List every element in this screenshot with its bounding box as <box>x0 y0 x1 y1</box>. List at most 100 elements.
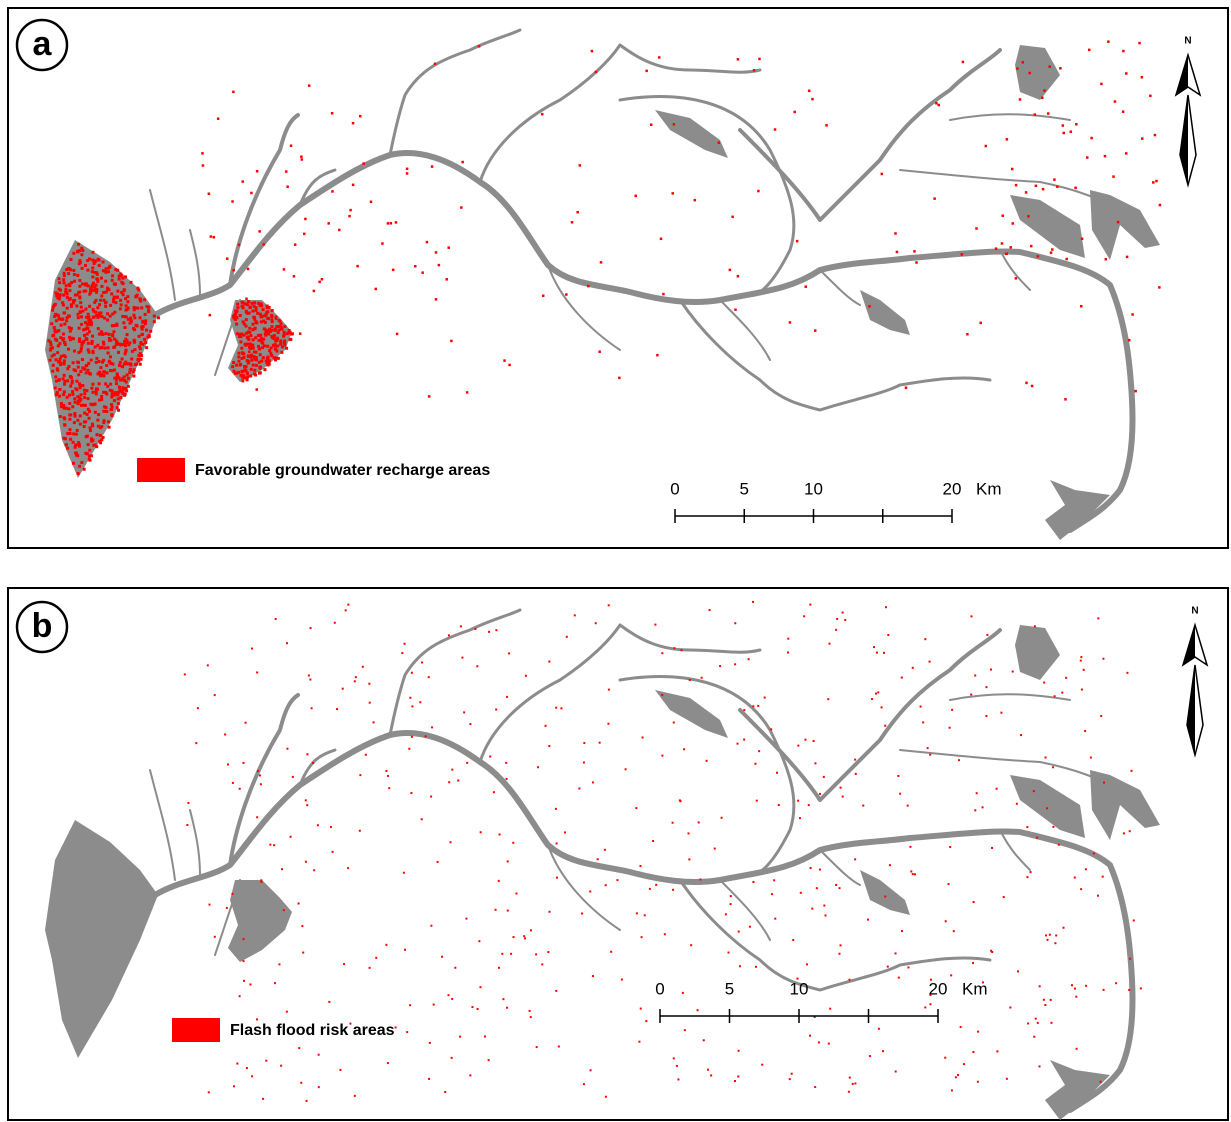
recharge-pixel <box>140 333 143 336</box>
recharge-pixel <box>98 314 101 317</box>
recharge-pixel <box>126 374 129 377</box>
recharge-pixel <box>65 407 68 410</box>
flood-pixel <box>754 763 756 765</box>
recharge-pixel <box>63 374 66 377</box>
recharge-pixel <box>121 358 124 361</box>
recharge-pixel <box>595 71 598 74</box>
flood-pixel <box>411 672 413 674</box>
flood-pixel <box>429 1042 431 1044</box>
flood-pixel <box>676 1065 678 1067</box>
recharge-pixel <box>283 339 286 342</box>
recharge-pixel <box>235 323 238 326</box>
recharge-pixel <box>125 304 128 307</box>
recharge-pixel <box>645 70 648 73</box>
recharge-pixel <box>1159 204 1162 207</box>
recharge-pixel <box>65 443 68 446</box>
recharge-pixel <box>118 278 121 281</box>
recharge-pixel <box>660 238 663 241</box>
recharge-pixel <box>105 392 108 395</box>
flood-pixel <box>362 666 364 668</box>
recharge-pixel <box>130 319 133 322</box>
flood-pixel <box>907 966 909 968</box>
flood-pixel <box>661 652 663 654</box>
recharge-pixel <box>65 319 68 322</box>
flood-pixel <box>849 979 851 981</box>
recharge-pixel <box>1128 339 1131 342</box>
recharge-pixel <box>277 357 280 360</box>
recharge-pixel <box>71 390 74 393</box>
flood-pixel <box>583 742 585 744</box>
recharge-pixel <box>105 291 108 294</box>
flood-pixel <box>829 1008 831 1010</box>
flood-pixel <box>506 696 508 698</box>
flood-pixel <box>451 1057 453 1059</box>
recharge-pixel <box>618 377 621 380</box>
recharge-pixel <box>245 298 248 301</box>
recharge-pixel <box>98 303 101 306</box>
recharge-pixel <box>267 360 270 363</box>
recharge-pixel <box>814 329 817 332</box>
flood-pixel <box>799 817 801 819</box>
recharge-pixel <box>239 340 242 343</box>
flood-pixel <box>556 842 558 844</box>
recharge-pixel <box>267 329 270 332</box>
flood-pixel <box>852 1083 854 1085</box>
flood-pixel <box>281 868 283 870</box>
recharge-pixel <box>66 447 69 450</box>
recharge-pixel <box>72 299 75 302</box>
recharge-pixel <box>313 290 316 293</box>
recharge-pixel <box>1019 98 1022 101</box>
flood-pixel <box>608 689 610 691</box>
recharge-pixel <box>249 306 252 309</box>
recharge-pixel <box>80 404 83 407</box>
flood-pixel <box>901 930 903 932</box>
flood-pixel <box>721 817 723 819</box>
flood-pixel <box>488 1059 490 1061</box>
recharge-pixel <box>114 283 117 286</box>
flood-pixel <box>1128 989 1130 991</box>
flood-pixel <box>699 878 701 880</box>
flood-pixel <box>1006 1078 1008 1080</box>
flood-pixel <box>495 909 497 911</box>
recharge-pixel <box>66 396 69 399</box>
flood-pixel <box>231 893 233 895</box>
flood-pixel <box>401 652 403 654</box>
flood-pixel <box>944 1057 946 1059</box>
recharge-pixel <box>271 325 274 328</box>
flood-pixel <box>1133 919 1135 921</box>
flood-pixel <box>974 674 976 676</box>
recharge-pixel <box>232 91 235 94</box>
flood-pixel <box>778 804 780 806</box>
recharge-pixel <box>88 449 91 452</box>
flood-pixel <box>901 677 903 679</box>
recharge-pixel <box>111 313 114 316</box>
flood-pixel <box>354 680 356 682</box>
recharge-pixel <box>132 375 135 378</box>
recharge-pixel <box>1011 168 1014 171</box>
recharge-pixel <box>249 356 252 359</box>
recharge-pixel <box>461 161 464 164</box>
recharge-pixel <box>267 332 270 335</box>
recharge-pixel <box>128 371 131 374</box>
flood-pixel <box>428 676 430 678</box>
recharge-pixel <box>253 369 256 372</box>
recharge-pixel <box>1065 258 1068 261</box>
recharge-pixel <box>60 402 63 405</box>
flood-pixel <box>1129 830 1131 832</box>
panels: aFavorable groundwater recharge areasN05… <box>17 20 1207 1120</box>
flood-pixel <box>308 674 310 676</box>
flood-pixel <box>1115 982 1117 984</box>
flood-pixel <box>515 893 517 895</box>
flood-pixel <box>811 908 813 910</box>
flood-pixel <box>1123 832 1125 834</box>
flood-pixel <box>698 821 700 823</box>
recharge-pixel <box>250 302 253 305</box>
recharge-pixel <box>78 279 81 282</box>
recharge-pixel <box>466 391 469 394</box>
recharge-pixel <box>289 331 292 334</box>
recharge-pixel <box>153 320 156 323</box>
recharge-pixel <box>54 291 57 294</box>
flood-pixel <box>493 791 495 793</box>
recharge-pixel <box>125 389 128 392</box>
recharge-pixel <box>731 216 734 219</box>
